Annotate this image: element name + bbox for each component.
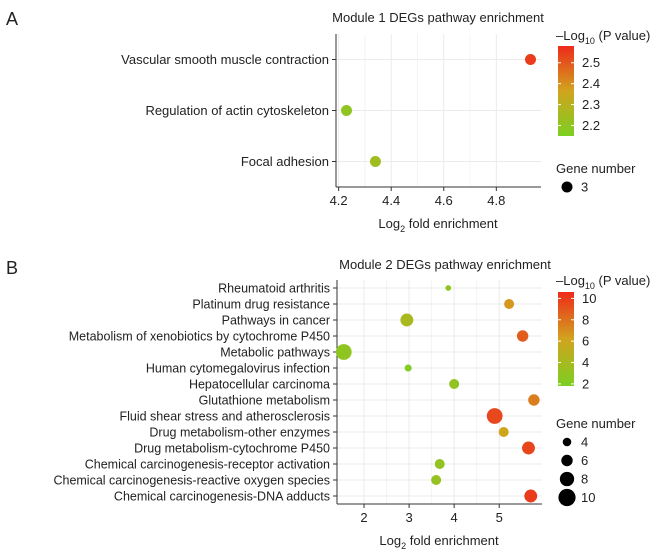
panel-b-x-axis-title: Log2 fold enrichment [379,533,499,551]
size-legend-label: 6 [581,453,588,468]
colorbar-tick-label: 2.3 [582,97,600,112]
y-tick-label: Human cytomegalovirus infection [146,362,330,376]
y-tick-label: Platinum drug resistance [192,298,330,312]
panel-b: B Module 2 DEGs pathway enrichment 2 3 4 5 R… [6,257,650,551]
size-legend-dot [561,181,573,193]
panel-a-x-axis-title: Log2 fold enrichment [378,216,498,234]
colorbar-tick-label: 2.4 [582,76,600,91]
data-point [335,344,352,360]
size-legend-dot [561,454,573,467]
x-tick-label: 4.4 [382,193,400,208]
panel-a-title: Module 1 DEGs pathway enrichment [332,10,544,25]
plot-background [337,280,542,504]
size-legend-label: 8 [581,472,588,487]
y-tick-label: Pathways in cancer [222,314,330,328]
colorbar-tick-label: 4 [582,355,589,370]
panel-a-letter: A [6,9,18,29]
panel-a-plot: 4.2 4.4 4.6 4.8 Vascular smooth muscle contr… [121,34,541,208]
x-tick-label: 2 [360,510,367,525]
data-point [524,54,536,65]
panel-a-color-legend-title: –Log10 (P value) [556,28,650,46]
panel-b-plot: 2 3 4 5 Rheumatoid arthritis Platinum drug re… [53,280,542,525]
data-point [528,394,540,406]
panel-a-size-legend: Gene number 3 [556,161,636,195]
size-legend-label: 3 [581,180,588,195]
size-legend-label: 4 [581,435,588,450]
data-point [516,330,529,342]
colorbar-tick-label: 10 [582,291,596,306]
y-tick-label: Chemical carcinogenesis-DNA adducts [114,490,330,504]
panel-a-size-legend-title: Gene number [556,161,636,176]
data-point [434,459,445,469]
data-point [524,489,538,503]
data-point [445,285,452,291]
y-tick-label: Focal adhesion [241,154,329,169]
panel-a-colorbar [558,46,574,136]
y-tick-label: Rheumatoid arthritis [218,282,330,296]
data-point [504,299,515,309]
y-tick-label: Chemical carcinogenesis-reactive oxygen … [53,474,330,488]
data-point [486,408,503,424]
x-tick-label: 4 [451,510,458,525]
panel-a-color-legend: –Log10 (P value) 2.5 2.4 2.3 2.2 [556,28,650,136]
x-tick-label: 4.6 [435,193,453,208]
x-tick-label: 4.8 [487,193,505,208]
y-tick-label: Metabolism of xenobiotics by cytochrome … [69,330,330,344]
data-point [404,364,412,372]
x-tick-label: 4.2 [330,193,348,208]
size-legend-dot [559,471,575,487]
panel-b-letter: B [6,258,18,278]
panel-b-size-legend: Gene number 4 6 8 10 [556,416,636,507]
data-point [449,379,460,389]
panel-a: A Module 1 DEGs pathway enrichment 4.2 4.… [6,9,650,234]
data-point [400,313,414,327]
y-tick-label: Drug metabolism-other enzymes [149,426,330,440]
data-point [498,427,509,437]
panel-b-size-legend-entries: 4 6 8 10 [558,435,595,507]
y-tick-label: Glutathione metabolism [199,394,330,408]
panel-b-colorbar-ticks: 10 8 6 4 2 [558,291,596,391]
colorbar-tick-label: 2.2 [582,118,600,133]
colorbar-tick-label: 2.5 [582,55,600,70]
data-point [341,105,353,116]
y-tick-label: Vascular smooth muscle contraction [121,52,329,67]
y-tick-label: Metabolic pathways [220,346,330,360]
y-tick-label: Fluid shear stress and atherosclerosis [119,410,330,424]
y-tick-label: Drug metabolism-cytochrome P450 [134,442,330,456]
x-tick-label: 3 [405,510,412,525]
panel-b-color-legend-title: –Log10 (P value) [556,273,650,291]
size-legend-dot [562,437,572,447]
y-tick-label: Chemical carcinogenesis-receptor activat… [85,458,330,472]
y-tick-label: Hepatocellular carcinoma [189,378,330,392]
panel-b-colorbar [558,292,574,386]
y-tick-label: Regulation of actin cytoskeleton [145,103,329,118]
size-legend-dot [558,488,576,507]
data-point [431,475,442,485]
panel-a-colorbar-ticks: 2.5 2.4 2.3 2.2 [558,55,600,133]
colorbar-tick-label: 6 [582,334,589,349]
data-point [522,441,535,455]
panel-a-size-legend-entries: 3 [561,180,588,195]
x-tick-label: 5 [496,510,503,525]
colorbar-tick-label: 2 [582,376,589,391]
panel-b-title: Module 2 DEGs pathway enrichment [339,257,551,272]
panel-b-color-legend: –Log10 (P value) 10 8 6 4 2 [556,273,650,391]
data-point [369,156,381,167]
colorbar-tick-label: 8 [582,312,589,327]
panel-b-size-legend-title: Gene number [556,416,636,431]
size-legend-label: 10 [581,490,595,505]
